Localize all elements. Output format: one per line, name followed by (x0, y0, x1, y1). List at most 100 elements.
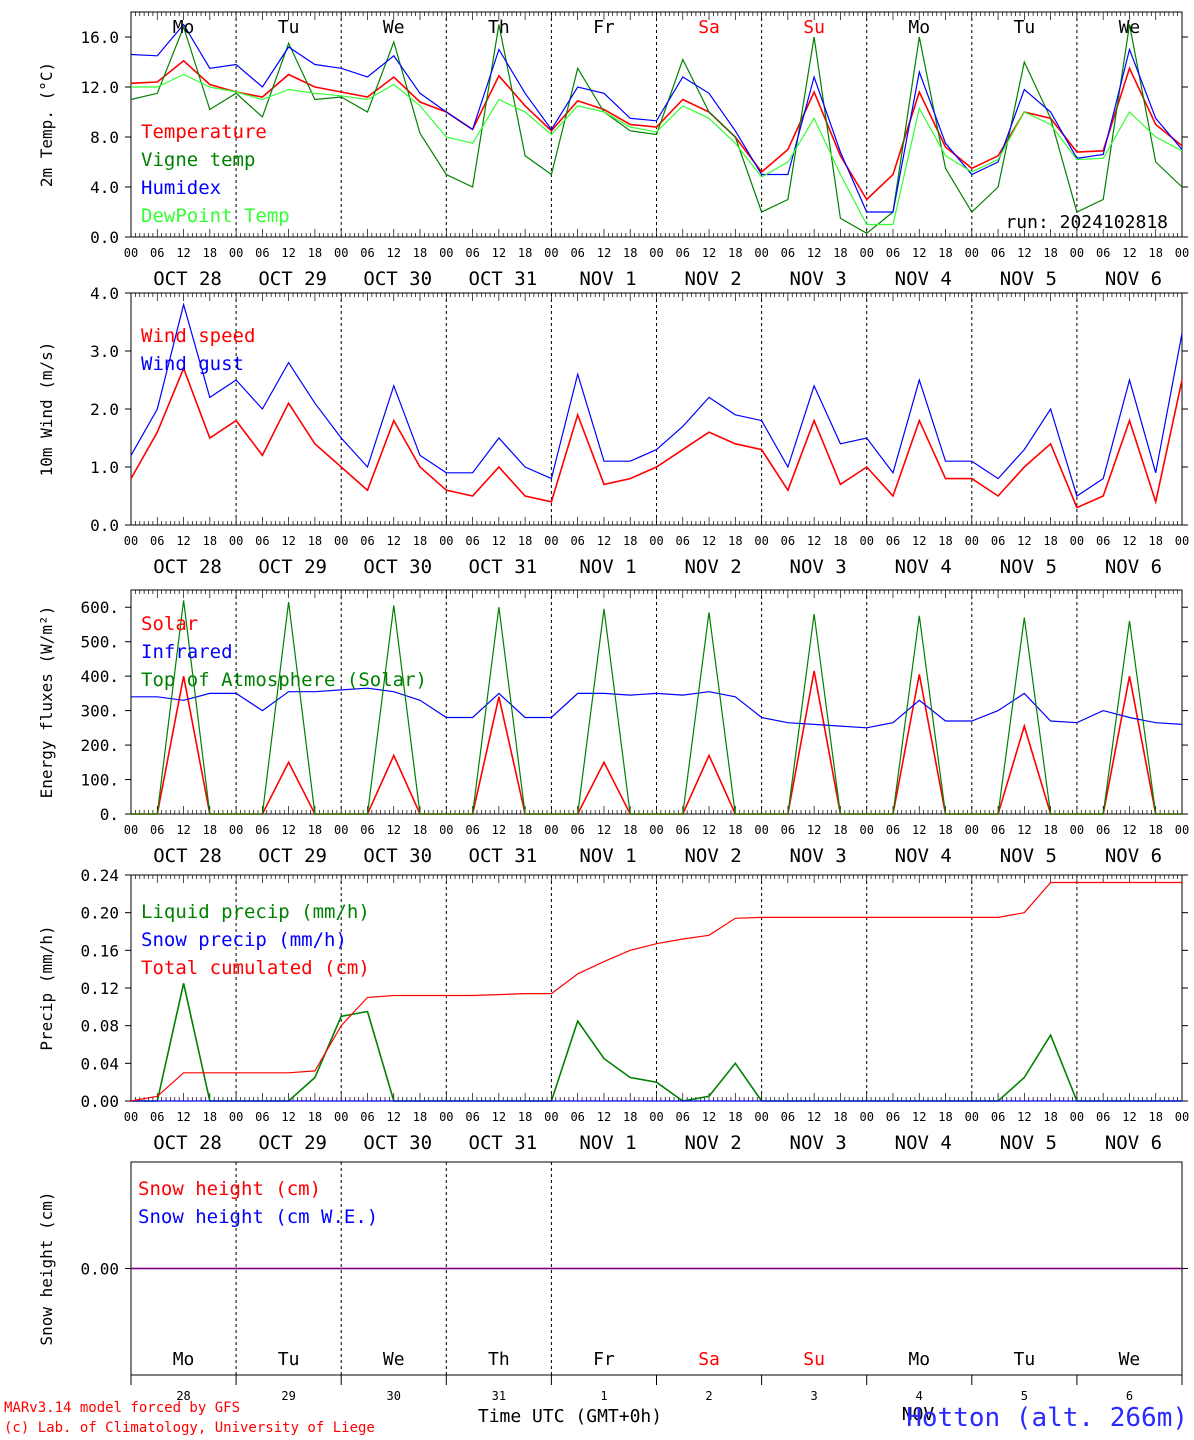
panel-4: 00 06 12 18 00 06 12 18 00 06 12 18 00 06 12 18 00 06 12 18… (37, 866, 1189, 1154)
hour-tick-label: 18 (1148, 534, 1162, 548)
legend-entry: Infrared (141, 641, 233, 663)
date-label: NOV 1 (579, 268, 636, 290)
day-label: Sa (698, 17, 720, 38)
hour-tick-label: 00 (754, 246, 768, 260)
legend-entry: DewPoint Temp (141, 205, 290, 227)
hour-tick-label: 12 (702, 534, 716, 548)
hour-tick-label: 18 (623, 534, 637, 548)
hour-tick-label: 06 (570, 246, 584, 260)
hour-tick-label: 06 (781, 1110, 795, 1124)
hour-tick-label: 00 (649, 1110, 663, 1124)
hour-tick-label: 06 (991, 1110, 1005, 1124)
y-tick-label: 0.0 (90, 516, 119, 535)
y-axis-label: Precip (mm/h) (37, 925, 56, 1050)
hour-tick-label: 06 (676, 1110, 690, 1124)
hour-tick-label: 18 (308, 534, 322, 548)
date-label: OCT 28 (153, 268, 222, 290)
date-label: NOV 3 (790, 845, 847, 867)
legend-entry: Solar (141, 613, 198, 635)
hour-tick-label: 12 (702, 246, 716, 260)
date-label: OCT 28 (153, 1132, 222, 1154)
hour-tick-label: 18 (203, 534, 217, 548)
hour-tick-label: 18 (308, 1110, 322, 1124)
series-line-2 (130, 24, 1183, 235)
bottom-labels: MARv3.14 model forced by GFS (c) Lab. of… (4, 1400, 1188, 1436)
legend-entry: Liquid precip (mm/h) (141, 901, 370, 923)
hour-tick-label: 06 (360, 534, 374, 548)
hour-tick-label: 06 (886, 534, 900, 548)
hour-tick-label: 18 (938, 246, 952, 260)
y-tick-label: 0.24 (80, 866, 119, 885)
day-number: 31 (492, 1389, 506, 1403)
hour-tick-label: 00 (1175, 823, 1189, 837)
day-number: 28 (176, 1389, 190, 1403)
hour-tick-label: 06 (991, 246, 1005, 260)
day-label: Fr (593, 1349, 615, 1370)
y-tick-label: 0.04 (80, 1054, 119, 1073)
hour-tick-label: 06 (570, 534, 584, 548)
y-tick-label: 0.00 (80, 1092, 119, 1111)
hour-tick-label: 06 (886, 246, 900, 260)
date-label: NOV 4 (895, 556, 952, 578)
date-label: NOV 5 (1000, 845, 1057, 867)
y-tick-label: 0. (100, 805, 119, 824)
series-line-1 (131, 983, 1182, 1102)
y-tick-label: 400. (80, 667, 119, 686)
hour-tick-label: 00 (544, 534, 558, 548)
plot-frame (130, 589, 1183, 815)
legend-entry: Vigne temp (141, 149, 255, 171)
y-tick-label: 12.0 (80, 78, 119, 97)
series-line-4 (131, 73, 1183, 226)
day-label: We (1119, 17, 1141, 38)
day-label: Sa (698, 1349, 720, 1370)
hour-tick-label: 18 (413, 823, 427, 837)
hour-tick-label: 00 (649, 246, 663, 260)
y-tick-label: 8.0 (90, 128, 119, 147)
hour-tick-label: 18 (1043, 823, 1057, 837)
day-label: We (1119, 1349, 1141, 1370)
credit-line-2: (c) Lab. of Climatology, University of L… (4, 1420, 375, 1436)
date-label: NOV 2 (684, 845, 741, 867)
hour-tick-label: 12 (281, 1110, 295, 1124)
hour-tick-label: 12 (807, 534, 821, 548)
hour-tick-label: 12 (1017, 534, 1031, 548)
hour-tick-label: 00 (754, 823, 768, 837)
hour-tick-label: 06 (781, 246, 795, 260)
y-tick-label: 0.0 (90, 228, 119, 247)
x-axis-label: Time UTC (GMT+0h) (478, 1406, 662, 1427)
hour-tick-label: 12 (281, 823, 295, 837)
hour-tick-label: 06 (255, 534, 269, 548)
hour-tick-label: 18 (833, 534, 847, 548)
legend-entry: Total cumulated (cm) (141, 957, 370, 979)
hour-tick-label: 00 (439, 246, 453, 260)
hour-tick-label: 00 (859, 246, 873, 260)
hour-tick-label: 18 (518, 823, 532, 837)
legend-entry: Temperature (141, 121, 267, 143)
hour-tick-label: 06 (781, 823, 795, 837)
legend-entry: Humidex (141, 177, 221, 199)
y-tick-label: 0.20 (80, 904, 119, 923)
hour-tick-label: 00 (229, 823, 243, 837)
date-label: NOV 4 (895, 1132, 952, 1154)
hour-tick-label: 06 (465, 534, 479, 548)
hour-tick-label: 12 (176, 534, 190, 548)
series-line-3 (130, 23, 1183, 213)
day-number: 4 (916, 1389, 923, 1403)
date-label: OCT 30 (363, 556, 432, 578)
hour-tick-label: 12 (912, 246, 926, 260)
hour-tick-label: 12 (1017, 1110, 1031, 1124)
hour-tick-label: 18 (308, 246, 322, 260)
legend-entry: Snow precip (mm/h) (141, 929, 347, 951)
hour-tick-label: 00 (1070, 823, 1084, 837)
date-label: NOV 3 (790, 556, 847, 578)
hour-tick-label: 00 (1175, 534, 1189, 548)
date-label: OCT 30 (363, 845, 432, 867)
date-label: NOV 3 (790, 268, 847, 290)
hour-tick-label: 00 (439, 1110, 453, 1124)
hour-tick-label: 00 (649, 823, 663, 837)
day-label: Tu (1014, 1349, 1036, 1370)
day-number: 5 (1021, 1389, 1028, 1403)
hour-tick-label: 12 (387, 534, 401, 548)
y-tick-label: 100. (80, 771, 119, 790)
run-label: run: 2024102818 (1005, 212, 1168, 233)
